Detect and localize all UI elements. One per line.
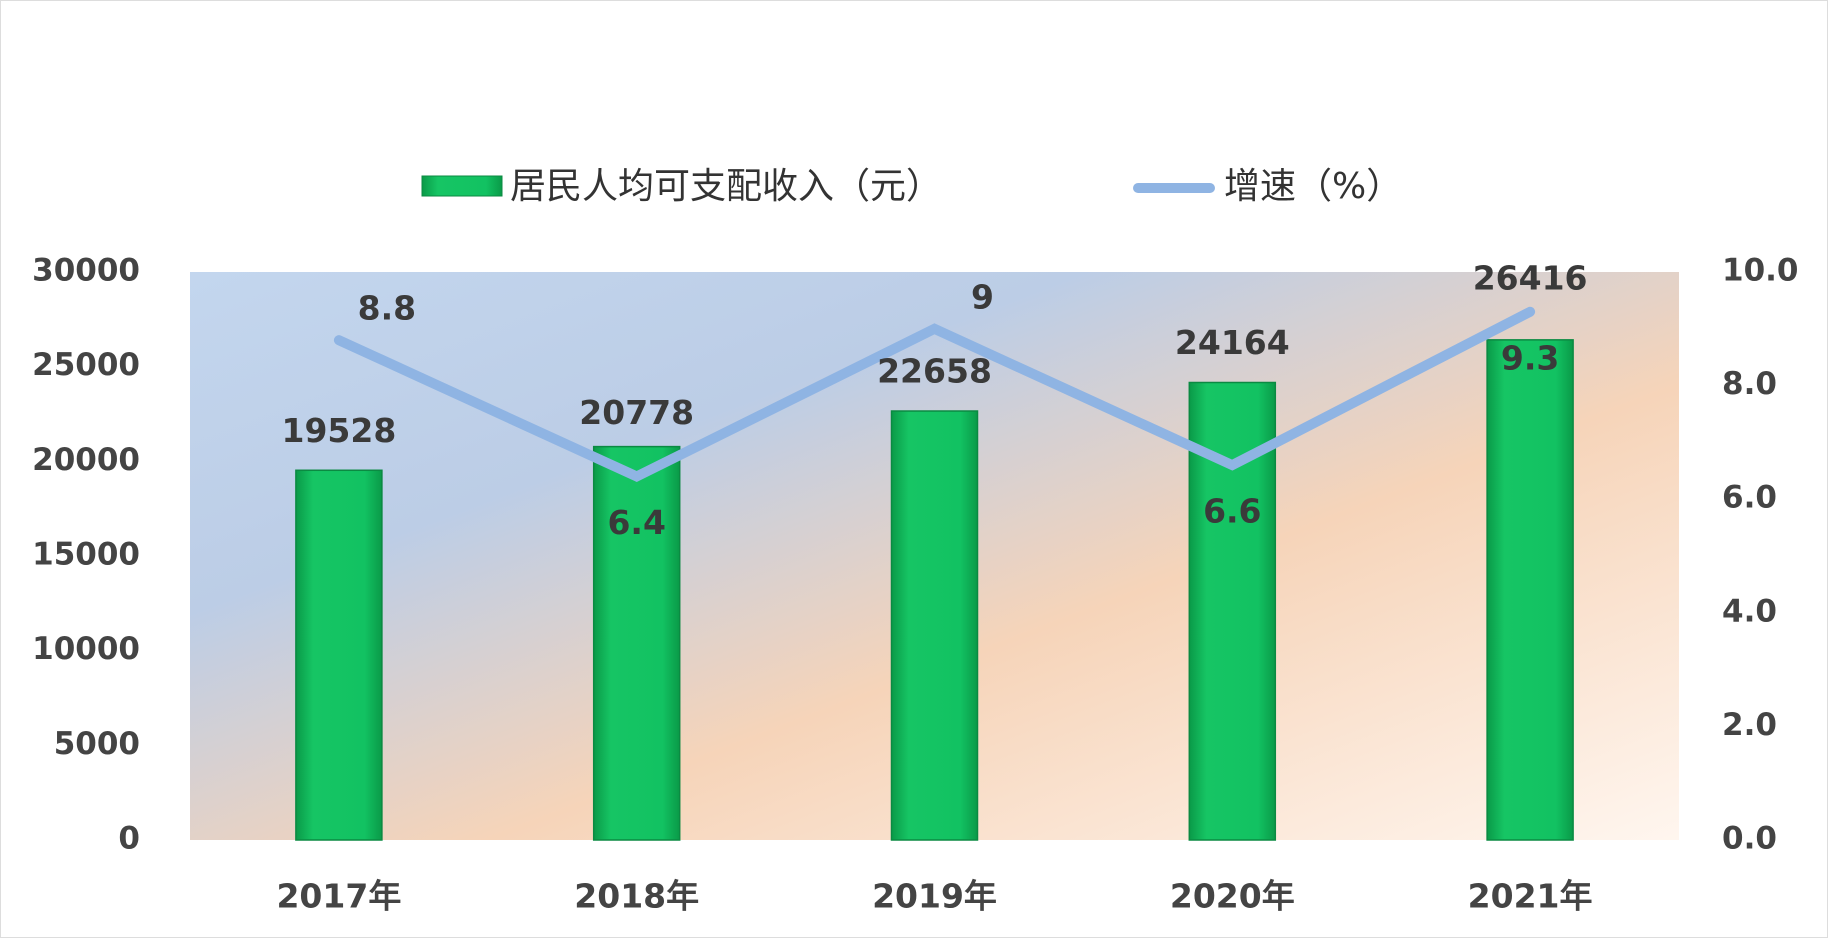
data-label: 24164 bbox=[1175, 323, 1290, 362]
data-label: 20778 bbox=[579, 393, 694, 432]
bar bbox=[890, 410, 979, 841]
x-tick-label: 2021年 bbox=[1468, 877, 1593, 916]
legend-label: 居民人均可支配收入（元） bbox=[510, 166, 942, 207]
y-tick-label: 10000 bbox=[32, 631, 140, 667]
x-tick-label: 2020年 bbox=[1170, 877, 1295, 916]
bar bbox=[295, 469, 383, 841]
x-tick-label: 2018年 bbox=[574, 877, 699, 916]
y-tick-label: 30000 bbox=[32, 253, 140, 289]
bar bbox=[1486, 339, 1574, 841]
y2-tick-label: 2.0 bbox=[1722, 707, 1777, 743]
y-tick-label: 5000 bbox=[54, 726, 140, 762]
data-label: 6.6 bbox=[1203, 492, 1261, 531]
y2-tick-label: 6.0 bbox=[1722, 480, 1777, 516]
y2-tick-label: 8.0 bbox=[1722, 366, 1777, 402]
y-tick-label: 20000 bbox=[32, 442, 140, 478]
y-tick-label: 0 bbox=[118, 821, 140, 857]
data-label: 8.8 bbox=[358, 289, 416, 328]
bar bbox=[1188, 381, 1277, 841]
data-label: 26416 bbox=[1473, 258, 1588, 297]
data-label: 9 bbox=[971, 277, 994, 316]
legend-swatch bbox=[421, 175, 503, 197]
legend-label: 增速（%） bbox=[1224, 166, 1402, 207]
y2-tick-label: 4.0 bbox=[1722, 593, 1777, 629]
x-tick-label: 2017年 bbox=[276, 877, 401, 916]
x-tick-label: 2019年 bbox=[872, 877, 997, 916]
data-label: 19528 bbox=[281, 411, 396, 450]
y-tick-label: 15000 bbox=[32, 537, 140, 573]
data-label: 6.4 bbox=[607, 503, 665, 542]
bar bbox=[592, 445, 681, 841]
data-label: 22658 bbox=[877, 352, 992, 391]
y-tick-label: 25000 bbox=[32, 347, 140, 383]
data-label: 9.3 bbox=[1501, 338, 1559, 377]
y2-tick-label: 0.0 bbox=[1722, 821, 1777, 857]
y2-tick-label: 10.0 bbox=[1722, 253, 1799, 289]
line bbox=[333, 306, 1536, 483]
